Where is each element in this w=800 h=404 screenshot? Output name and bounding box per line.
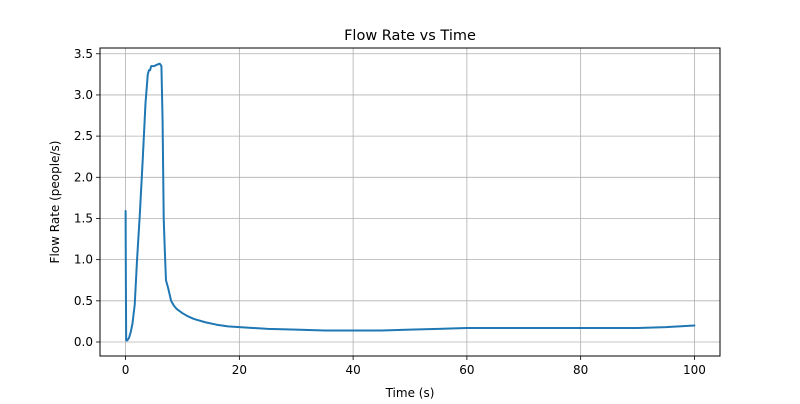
- y-tick-label: 3.5: [74, 47, 93, 61]
- y-tick-label: 1.5: [74, 211, 93, 225]
- series-layer: [124, 62, 696, 342]
- y-axis-label: Flow Rate (people/s): [48, 141, 62, 264]
- x-tick-label: 20: [232, 363, 247, 377]
- y-tick-label: 1.0: [74, 253, 93, 267]
- y-tick-label: 0.5: [74, 294, 93, 308]
- x-axis-label: Time (s): [385, 386, 435, 400]
- y-tick-label: 2.5: [74, 129, 93, 143]
- y-tick-label: 0.0: [74, 335, 93, 349]
- x-tick-label: 0: [122, 363, 130, 377]
- x-tick-label: 60: [459, 363, 474, 377]
- ticks: 0 20 40 60 80 100 0.0 0.5 1.0 1.5 2.0 2.5 3.0 3.5: [74, 47, 706, 377]
- chart-title: Flow Rate vs Time: [344, 28, 476, 44]
- y-tick-label: 3.0: [74, 88, 93, 102]
- flow-rate-line: [124, 62, 696, 342]
- plot-frame: [99, 47, 721, 357]
- grid: [100, 48, 720, 356]
- x-tick-label: 80: [573, 363, 588, 377]
- x-tick-label: 40: [345, 363, 360, 377]
- x-tick-label: 100: [683, 363, 706, 377]
- y-tick-label: 2.0: [74, 170, 93, 184]
